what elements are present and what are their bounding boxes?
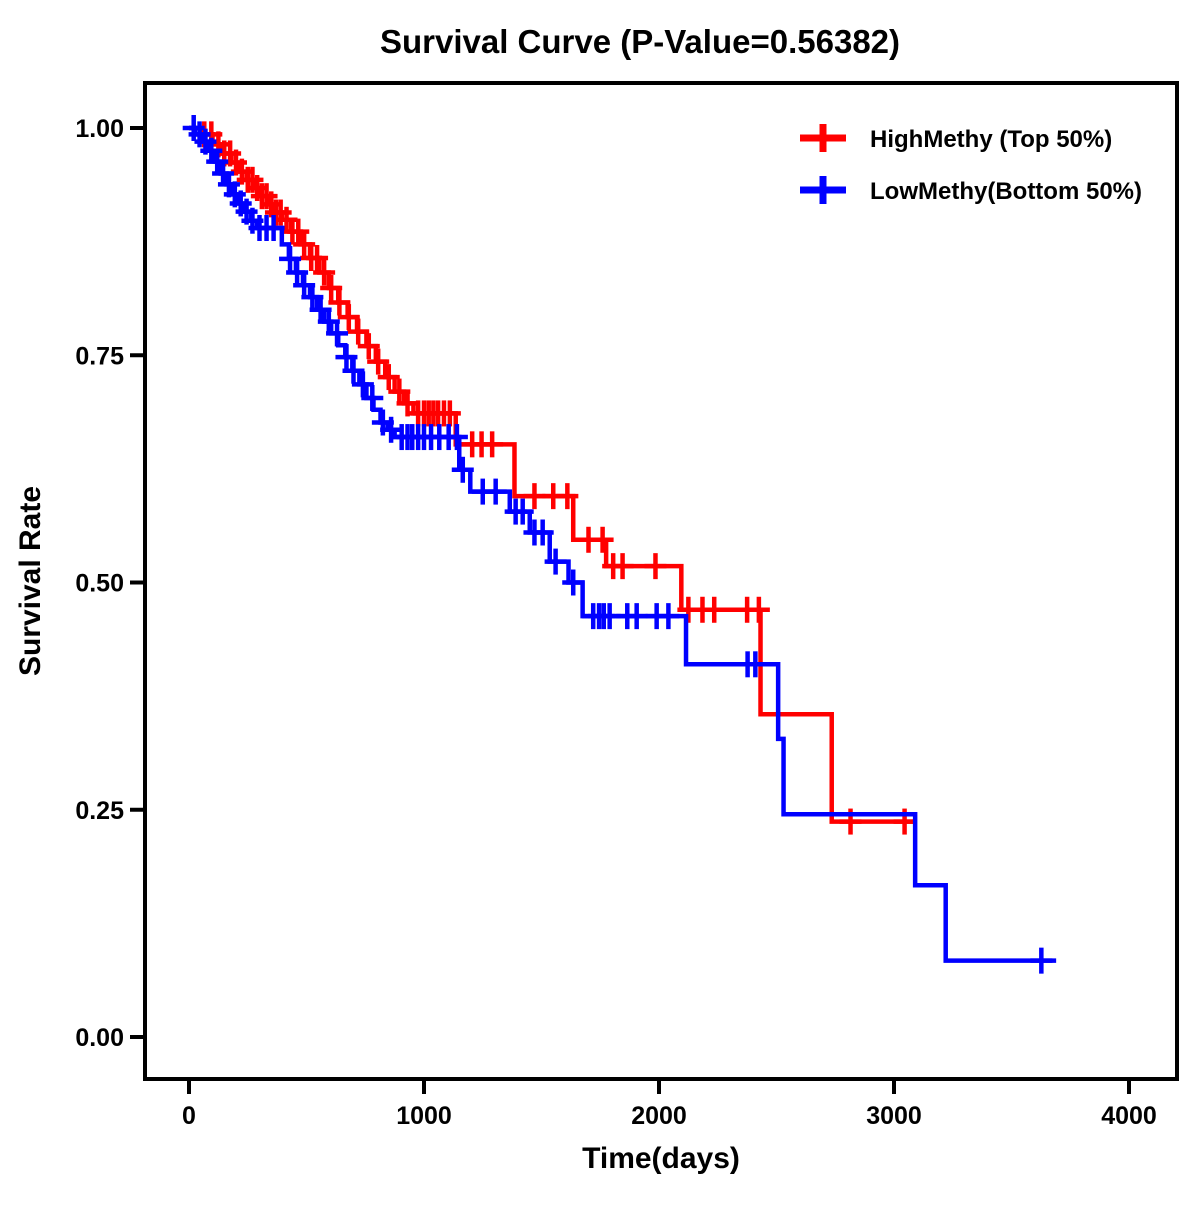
x-tick-label: 1000 bbox=[396, 1102, 452, 1130]
legend-item-highmethy: HighMethy (Top 50%) bbox=[800, 124, 1112, 153]
y-tick-label: 0.50 bbox=[75, 570, 124, 598]
survival-curves bbox=[182, 115, 1057, 974]
legend-label-lowmethy: LowMethy(Bottom 50%) bbox=[870, 178, 1142, 205]
y-tick-label: 1.00 bbox=[75, 115, 124, 143]
x-tick-label: 4000 bbox=[1101, 1102, 1157, 1130]
survival-curve-lowmethy bbox=[189, 125, 1057, 963]
legend-label-highmethy: HighMethy (Top 50%) bbox=[870, 126, 1112, 153]
x-axis-label: Time(days) bbox=[582, 1142, 740, 1175]
x-tick-label: 0 bbox=[182, 1102, 196, 1130]
legend: HighMethy (Top 50%) LowMethy(Bottom 50%) bbox=[800, 124, 1142, 205]
censor-marks-highmethy bbox=[193, 121, 916, 835]
y-tick-label: 0.75 bbox=[75, 342, 124, 370]
censor-marks-lowmethy bbox=[182, 115, 1053, 974]
x-axis: 0 1000 2000 3000 4000 bbox=[182, 1079, 1157, 1130]
x-tick-label: 2000 bbox=[631, 1102, 687, 1130]
y-tick-label: 0.00 bbox=[75, 1024, 124, 1052]
y-axis-label: Survival Rate bbox=[14, 486, 47, 676]
y-tick-label: 0.25 bbox=[75, 797, 124, 825]
y-axis: 1.00 0.75 0.50 0.25 0.00 bbox=[75, 115, 145, 1052]
x-tick-label: 3000 bbox=[866, 1102, 922, 1130]
legend-item-lowmethy: LowMethy(Bottom 50%) bbox=[800, 176, 1142, 205]
chart-title: Survival Curve (P-Value=0.56382) bbox=[380, 23, 900, 60]
